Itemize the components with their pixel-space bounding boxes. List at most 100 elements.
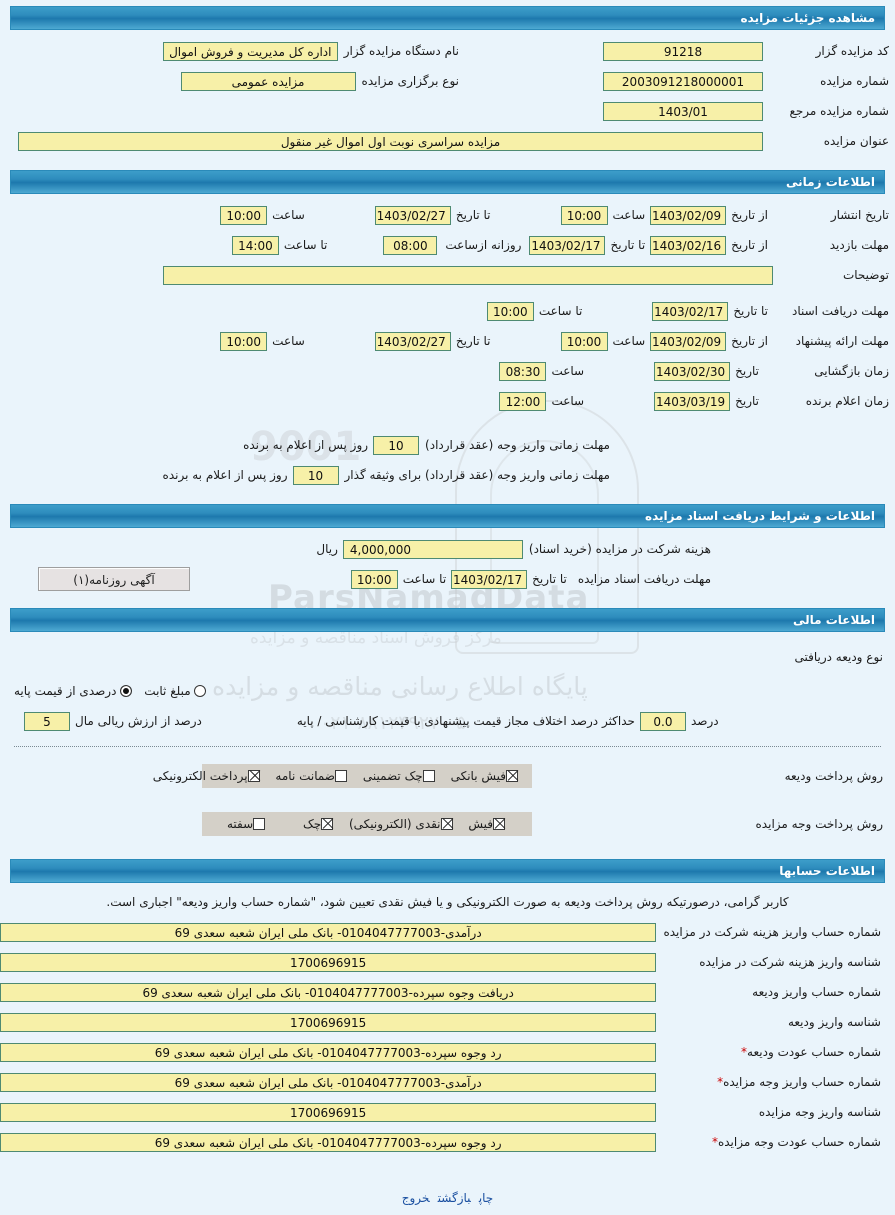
docs-receive-date[interactable]: 1403/02/17 [451, 569, 528, 589]
publish-to-date[interactable]: 1403/02/27 [374, 205, 451, 225]
deposit-option-guarantee-letter[interactable]: ضمانت نامه [265, 769, 349, 783]
account-row-value[interactable]: درآمدی-0104047777003- بانک ملی ایران شعب… [0, 1072, 657, 1092]
account-row-value[interactable]: 1700696915 [0, 1012, 657, 1032]
checkbox-electronic-payment[interactable] [247, 770, 260, 782]
visit-from-date[interactable]: 1403/02/16 [650, 235, 727, 255]
deposit-option-electronic[interactable]: پرداخت الکترونیکی [153, 769, 262, 783]
proposal-from-date[interactable]: 1403/02/09 [650, 331, 727, 351]
checkbox-promissory-note[interactable] [253, 818, 266, 830]
auction-option-cash-electronic[interactable]: نقدی (الکترونیکی) [339, 817, 455, 831]
auction-option-promissory[interactable]: سفته [227, 817, 289, 831]
percent-suffix: درصد از ارزش ریالی مال [75, 714, 202, 728]
account-row-label-required: شماره حساب عودت ودیعه* [741, 1045, 881, 1059]
print-link[interactable]: چاپ [478, 1191, 494, 1205]
section-body-accounts: کاربر گرامی، درصورتیکه روش پرداخت ودیعه … [0, 883, 895, 1165]
publish-from-time[interactable]: 10:00 [560, 205, 608, 225]
account-row-value[interactable]: 1700696915 [0, 1102, 657, 1122]
proposal-to-date[interactable]: 1403/02/27 [374, 331, 451, 351]
opening-date[interactable]: 1403/02/30 [654, 361, 731, 381]
visit-to-date[interactable]: 1403/02/17 [529, 235, 606, 255]
deposit-option-bank-receipt[interactable]: فیش بانکی [441, 769, 520, 783]
section-header-details: مشاهده جزئیات مزایده [10, 6, 885, 30]
payment-days2-value[interactable]: 10 [292, 465, 339, 485]
auction-option-receipt[interactable]: فیش [458, 817, 507, 831]
docs-deadline-time[interactable]: 10:00 [486, 301, 534, 321]
newspaper-ad-button[interactable]: آگهی روزنامه(۱) [38, 567, 190, 591]
auction-payment-label: روش پرداخت وجه مزایده [755, 817, 883, 831]
checkbox-guarantee-letter[interactable] [335, 770, 347, 782]
checkbox-guaranteed-check[interactable] [422, 770, 435, 782]
holding-type-value[interactable]: مزایده عمومی [180, 71, 356, 91]
publish-to-time[interactable]: 10:00 [220, 205, 268, 225]
section-header-financial: اطلاعات مالی [10, 608, 885, 632]
exit-link[interactable]: خروج [401, 1191, 430, 1205]
winner-hour-label: ساعت [551, 394, 585, 408]
winner-date[interactable]: 1403/03/19 [654, 391, 731, 411]
opening-hour-label: ساعت [551, 364, 585, 378]
row-participation-fee: هزینه شرکت در مزایده (خرید اسناد) 4,000,… [0, 534, 895, 564]
visit-daily-to[interactable]: 14:00 [231, 235, 279, 255]
deposit-type-label: نوع ودیعه دریافتی [794, 650, 883, 664]
table-row: شماره حساب عودت ودیعه* رد وجوه سپرده-010… [0, 1037, 895, 1067]
publish-from-date[interactable]: 1403/02/09 [650, 205, 727, 225]
opening-time[interactable]: 08:30 [499, 361, 547, 381]
auctioneer-code-value[interactable]: 91218 [603, 41, 763, 61]
visit-daily-from[interactable]: 08:00 [383, 235, 438, 255]
auctioneer-name-label: نام دستگاه مزایده گزار [343, 44, 459, 58]
proposal-to-time[interactable]: 10:00 [220, 331, 268, 351]
deposit-option-guaranteed-check[interactable]: چک تضمینی [353, 769, 437, 783]
row-auction-number: شماره مزایده 2003091218000001 نوع برگزار… [0, 66, 895, 96]
percent-of-base-option[interactable]: درصدی از قیمت پایه [0, 684, 134, 698]
checkbox-bank-receipt[interactable] [506, 770, 518, 782]
auction-option-check[interactable]: چک [293, 817, 335, 831]
checkbox-check[interactable] [321, 818, 334, 830]
table-row: شماره حساب عودت وجه مزایده* رد وجوه سپرد… [0, 1127, 895, 1157]
checkbox-cash-electronic[interactable] [440, 818, 453, 830]
docs-deadline-date[interactable]: 1403/02/17 [652, 301, 729, 321]
proposal-from-time[interactable]: 10:00 [560, 331, 608, 351]
row-docs-receive-deadline: مهلت دریافت اسناد مزایده تا تاریخ 1403/0… [0, 564, 895, 594]
auction-title-value[interactable]: مزایده سراسری نوبت اول اموال غیر منقول [18, 131, 763, 151]
fee-value[interactable]: 4,000,000 [342, 539, 523, 559]
payment-days-suffix: روز پس از اعلام به برنده [243, 438, 369, 452]
auctioneer-name-value[interactable]: اداره کل مدیریت و فروش اموال [162, 41, 338, 61]
payment-days-value[interactable]: 10 [373, 435, 420, 455]
row-description: توضیحات [0, 260, 895, 290]
row-proposal-deadline: مهلت ارائه پیشنهاد از تاریخ 1403/02/09 س… [0, 326, 895, 356]
fee-unit: ریال [316, 542, 338, 556]
section-header-timing: اطلاعات زمانی [10, 170, 885, 194]
radio-percent-of-base[interactable] [120, 685, 133, 697]
deposit-option-guaranteed-check-label: چک تضمینی [362, 769, 423, 783]
row-ref-number: شماره مزایده مرجع 1403/01 [0, 96, 895, 126]
visit-daily-label: روزانه ازساعت [445, 238, 522, 252]
fixed-amount-option[interactable]: مبلغ ثابت [134, 684, 208, 698]
auction-number-value[interactable]: 2003091218000001 [603, 71, 763, 91]
account-row-value[interactable]: درآمدی-0104047777003- بانک ملی ایران شعب… [0, 922, 657, 942]
description-value[interactable] [163, 265, 773, 285]
percent-value[interactable]: 5 [24, 711, 70, 731]
account-row-value[interactable]: دریافت وجوه سپرده-0104047777003- بانک مل… [0, 982, 657, 1002]
max-diff-value[interactable]: 0.0 [639, 711, 686, 731]
docs-receive-label: مهلت دریافت اسناد مزایده [577, 572, 711, 586]
section-body-docs: هزینه شرکت در مزایده (خرید اسناد) 4,000,… [0, 528, 895, 602]
fixed-amount-label: مبلغ ثابت [144, 684, 191, 698]
account-row-value[interactable]: 1700696915 [0, 952, 657, 972]
ref-number-value[interactable]: 1403/01 [603, 101, 763, 121]
proposal-label: مهلت ارائه پیشنهاد [795, 334, 889, 348]
checkbox-receipt[interactable] [493, 818, 506, 830]
docs-receive-time[interactable]: 10:00 [350, 569, 398, 589]
table-row: شماره حساب واریز وجه مزایده* درآمدی-0104… [0, 1067, 895, 1097]
table-row: شناسه واریز ودیعه 1700696915 [0, 1007, 895, 1037]
back-link[interactable]: بازگشت [437, 1191, 471, 1205]
auction-option-cash-electronic-label: نقدی (الکترونیکی) [349, 817, 441, 831]
deposit-option-guarantee-letter-label: ضمانت نامه [275, 769, 335, 783]
financial-divider [14, 746, 881, 747]
max-diff-label: حداکثر درصد اختلاف مجاز قیمت پیشنهادی با… [296, 714, 635, 728]
winner-time[interactable]: 12:00 [499, 391, 547, 411]
account-row-value[interactable]: رد وجوه سپرده-0104047777003- بانک ملی ای… [0, 1132, 657, 1152]
account-row-value[interactable]: رد وجوه سپرده-0104047777003- بانک ملی ای… [0, 1042, 657, 1062]
radio-fixed-amount[interactable] [194, 685, 207, 697]
visit-to-label: تا تاریخ [610, 238, 646, 252]
fee-label: هزینه شرکت در مزایده (خرید اسناد) [528, 542, 711, 556]
account-row-label: شناسه واریز هزینه شرکت در مزایده [699, 955, 881, 969]
